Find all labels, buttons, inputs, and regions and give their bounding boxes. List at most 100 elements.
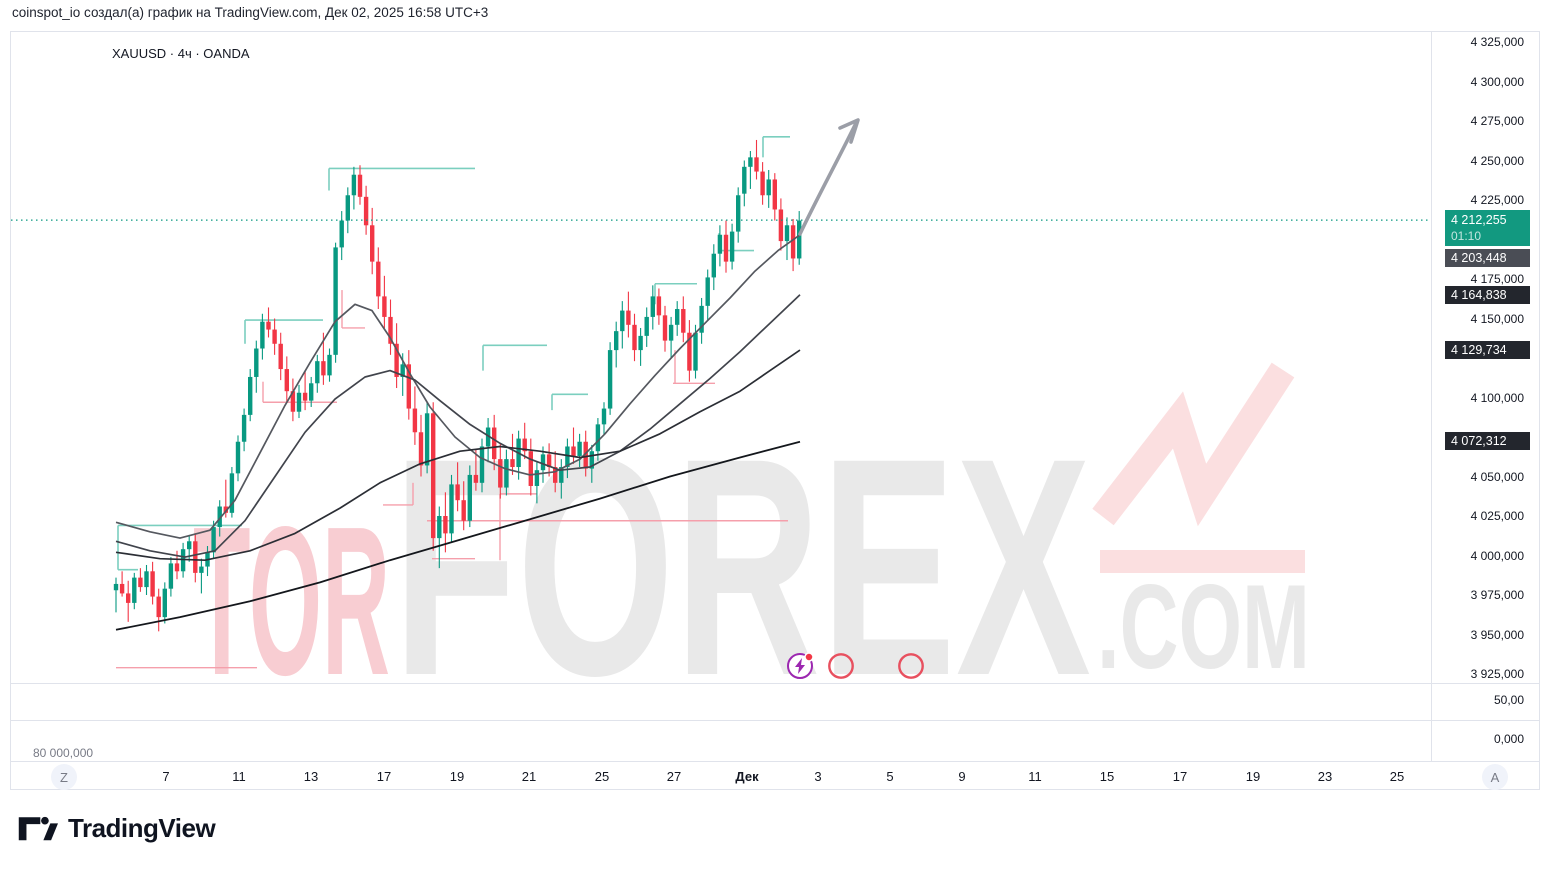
candle-body (467, 474, 472, 521)
time-tick-label: Дек (735, 769, 759, 784)
price-tick-label: 4 100,000 (1470, 390, 1524, 405)
candle-body (589, 451, 594, 469)
us-flag-event-icon[interactable] (828, 653, 1550, 869)
candle-body (711, 253, 716, 278)
candle-body (766, 179, 771, 196)
candle-body (168, 563, 174, 589)
timezone-button[interactable]: Z (51, 764, 77, 790)
candle-body (553, 467, 558, 483)
watermark-suffix: .COM (1097, 560, 1310, 694)
candle-body (510, 459, 515, 468)
candle-body (473, 474, 479, 483)
candle-body (485, 427, 491, 447)
candle-body (376, 261, 381, 297)
ma-fast-line (115, 234, 801, 539)
time-tick-label: 25 (594, 769, 610, 784)
candle-body (229, 473, 235, 513)
candle-body (138, 577, 143, 588)
ma-value-badge: 4 129,734 (1445, 341, 1530, 360)
candle-body (687, 332, 692, 371)
ma-slow-line (115, 349, 801, 562)
candle-body (248, 376, 253, 415)
watermark: TOR FOREX .COM (193, 362, 1310, 740)
time-tick-label: 19 (449, 769, 465, 784)
candle-body (223, 506, 228, 513)
candle-body (754, 157, 759, 172)
watermark-zigzag-arrow (1092, 362, 1295, 527)
candle-body (388, 316, 393, 344)
candle-body (772, 179, 777, 210)
symbol-legend[interactable]: XAUUSD · 4ч · OANDA (112, 46, 250, 61)
last-price-badge-value: 4 212,255 (1451, 213, 1507, 228)
auto-scale-button[interactable]: A (1482, 764, 1508, 790)
chart-widget (10, 31, 1540, 790)
candle-body (126, 593, 131, 603)
price-tick-label: 3 975,000 (1470, 588, 1524, 602)
candle-body (241, 414, 247, 442)
us-flag-event-icon[interactable] (898, 653, 1550, 869)
pane-separator-2[interactable] (11, 720, 1539, 721)
pane3-axis-label: 0,000 (1493, 732, 1524, 746)
candle-body (614, 331, 619, 351)
candle-body (449, 484, 454, 534)
candle-body (705, 277, 710, 306)
trend-arrow-drawing[interactable] (798, 118, 860, 236)
price-tick-label: 4 150,000 (1470, 311, 1524, 326)
candle-body (668, 324, 674, 341)
candle-body (272, 329, 277, 344)
candle-body (235, 441, 241, 474)
candle-body (412, 408, 418, 433)
candle-body (351, 174, 357, 196)
candle-body (266, 321, 271, 330)
candle-body (790, 225, 796, 259)
ma-value-badge: 4 072,312 (1445, 431, 1530, 450)
candle-body (211, 527, 216, 553)
lightning-icon (795, 658, 805, 674)
candle-body (217, 506, 222, 528)
time-tick-label: 17 (376, 769, 392, 784)
candle-body (778, 209, 784, 242)
candle-body (357, 174, 363, 197)
candle-body (119, 583, 125, 594)
candle-body (595, 424, 601, 452)
pane2-axis-label: 50,00 (1493, 693, 1524, 707)
candle-body (729, 231, 735, 262)
economic-event-icon[interactable] (787, 652, 814, 679)
tradingview-logo[interactable]: TradingView (18, 810, 216, 846)
candle-body (174, 563, 180, 572)
time-tick-label: 5 (886, 769, 894, 784)
candle-body (693, 332, 698, 371)
price-tick-label: 4 250,000 (1470, 153, 1524, 168)
candle-body (278, 343, 283, 370)
price-tick-label: 4 050,000 (1470, 469, 1524, 484)
candle-body (437, 516, 442, 539)
candle-body (571, 446, 576, 456)
candle-body (315, 361, 320, 384)
price-tick-label: 3 925,000 (1470, 667, 1524, 681)
candle-body (717, 234, 723, 254)
candle-body (382, 296, 387, 317)
candle-body (492, 427, 497, 460)
candle-body (418, 432, 424, 466)
candle-body (522, 438, 527, 452)
ma-mid-line (115, 294, 801, 558)
candle-body (742, 166, 747, 194)
ma-value-badge: 4 203,448 (1445, 249, 1530, 268)
candle-body (150, 571, 155, 597)
candle-body (406, 364, 411, 409)
candle-body (626, 310, 631, 325)
candle-body (296, 392, 302, 412)
candle-body (577, 441, 582, 456)
candle-body (339, 220, 344, 248)
ma-slowest-line (115, 440, 801, 631)
time-tick-label: 13 (303, 769, 319, 784)
candle-body (443, 516, 448, 534)
candle-body (565, 446, 570, 468)
pane-separator-1[interactable] (11, 683, 1539, 684)
candle-body (290, 391, 296, 412)
candle-body (431, 413, 436, 539)
candle-body (784, 225, 790, 242)
candle-body (132, 577, 137, 603)
time-tick-label: 25 (1389, 769, 1405, 784)
